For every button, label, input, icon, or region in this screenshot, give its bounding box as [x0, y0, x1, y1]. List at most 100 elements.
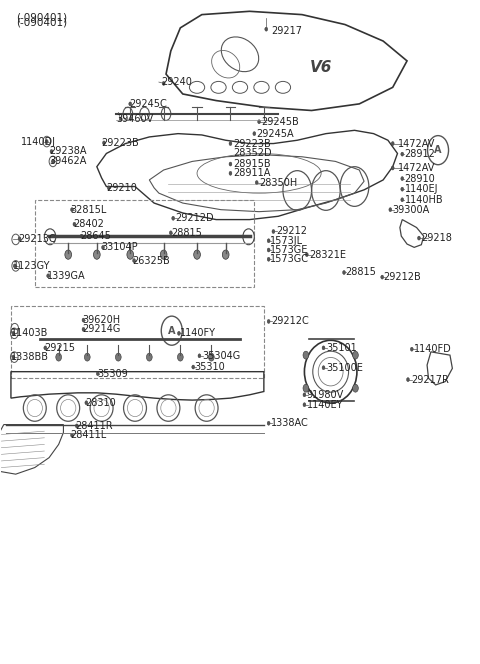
Text: 39462A: 39462A	[49, 157, 86, 167]
Circle shape	[71, 208, 73, 212]
Text: A: A	[434, 145, 442, 155]
Circle shape	[322, 346, 325, 350]
Text: 11403B: 11403B	[11, 328, 48, 339]
Circle shape	[94, 250, 100, 259]
Circle shape	[418, 236, 420, 240]
Circle shape	[119, 117, 122, 121]
Text: 28910: 28910	[405, 173, 435, 184]
Text: 29212D: 29212D	[176, 213, 214, 223]
Text: 29240: 29240	[161, 77, 192, 87]
Text: 29212B: 29212B	[383, 272, 421, 282]
Text: 29218: 29218	[421, 233, 452, 243]
Circle shape	[267, 257, 270, 261]
Circle shape	[381, 275, 384, 279]
Text: 28411R: 28411R	[75, 421, 113, 431]
Text: 29217R: 29217R	[411, 374, 449, 384]
Text: 29213C: 29213C	[18, 234, 56, 244]
Text: 1472AV: 1472AV	[397, 139, 435, 149]
Text: 1573GC: 1573GC	[270, 254, 309, 264]
Circle shape	[178, 353, 183, 361]
Circle shape	[172, 216, 175, 220]
Text: 28352D: 28352D	[233, 149, 272, 159]
Circle shape	[65, 250, 72, 259]
Circle shape	[303, 351, 309, 359]
Text: 28350H: 28350H	[259, 177, 297, 187]
Circle shape	[343, 270, 346, 274]
Circle shape	[353, 351, 359, 359]
Text: 29210: 29210	[107, 183, 137, 193]
Text: 29223B: 29223B	[233, 139, 271, 149]
Circle shape	[229, 162, 232, 166]
Text: 39300A: 39300A	[393, 205, 430, 214]
Text: 28402: 28402	[73, 219, 104, 229]
Text: 91980V: 91980V	[307, 390, 344, 400]
Circle shape	[82, 318, 85, 322]
Circle shape	[391, 166, 394, 170]
Text: 1140FY: 1140FY	[180, 328, 216, 339]
Circle shape	[160, 250, 167, 259]
Text: 28815: 28815	[345, 268, 376, 278]
Text: 1338BB: 1338BB	[11, 352, 49, 362]
Circle shape	[96, 372, 99, 376]
Text: 29245B: 29245B	[262, 117, 299, 127]
Circle shape	[178, 331, 180, 335]
Circle shape	[51, 159, 54, 163]
Text: (-090401): (-090401)	[16, 18, 67, 28]
Text: 35309: 35309	[97, 369, 128, 378]
Circle shape	[267, 319, 270, 323]
Circle shape	[229, 171, 232, 175]
Circle shape	[267, 421, 270, 425]
Circle shape	[401, 177, 404, 181]
Circle shape	[44, 346, 47, 350]
Text: 1339GA: 1339GA	[47, 271, 85, 281]
Circle shape	[116, 353, 121, 361]
Text: 1140EJ: 1140EJ	[405, 184, 438, 194]
Text: 29212C: 29212C	[271, 317, 309, 327]
Circle shape	[56, 353, 61, 361]
Circle shape	[80, 234, 83, 238]
Text: 29212: 29212	[276, 226, 307, 236]
Circle shape	[253, 131, 256, 135]
Text: 1123GY: 1123GY	[13, 261, 51, 271]
Circle shape	[401, 152, 404, 156]
Circle shape	[108, 186, 110, 190]
Circle shape	[82, 327, 85, 331]
Circle shape	[401, 198, 404, 202]
Circle shape	[192, 365, 195, 369]
Circle shape	[127, 250, 133, 259]
Text: 29214G: 29214G	[83, 324, 121, 335]
Circle shape	[267, 248, 270, 252]
Text: 33104P: 33104P	[102, 242, 138, 252]
Circle shape	[305, 253, 308, 256]
Circle shape	[410, 347, 413, 351]
Circle shape	[401, 187, 404, 191]
Text: 29238A: 29238A	[49, 147, 86, 157]
Text: (-090401): (-090401)	[16, 13, 67, 23]
Text: 28815: 28815	[171, 228, 202, 238]
Text: 28645: 28645	[80, 231, 111, 241]
Circle shape	[129, 102, 132, 106]
Circle shape	[194, 250, 200, 259]
Circle shape	[258, 120, 261, 124]
Circle shape	[50, 149, 53, 153]
Circle shape	[222, 250, 229, 259]
Circle shape	[303, 403, 306, 407]
Text: 1573GE: 1573GE	[270, 245, 309, 255]
Circle shape	[18, 237, 21, 241]
Text: 1140DJ: 1140DJ	[21, 137, 56, 147]
Circle shape	[12, 355, 15, 359]
Circle shape	[132, 258, 135, 262]
Text: 28915B: 28915B	[233, 159, 270, 169]
Circle shape	[12, 331, 15, 335]
Circle shape	[13, 264, 16, 268]
Text: 29245A: 29245A	[257, 129, 294, 139]
Circle shape	[85, 401, 88, 405]
Text: 28411L: 28411L	[71, 430, 107, 440]
Text: 1140FD: 1140FD	[414, 344, 452, 354]
Circle shape	[265, 27, 268, 31]
Circle shape	[255, 181, 258, 185]
Text: 39620H: 39620H	[83, 315, 120, 325]
Text: 35310: 35310	[195, 362, 226, 372]
Circle shape	[47, 274, 49, 278]
Circle shape	[272, 230, 275, 234]
